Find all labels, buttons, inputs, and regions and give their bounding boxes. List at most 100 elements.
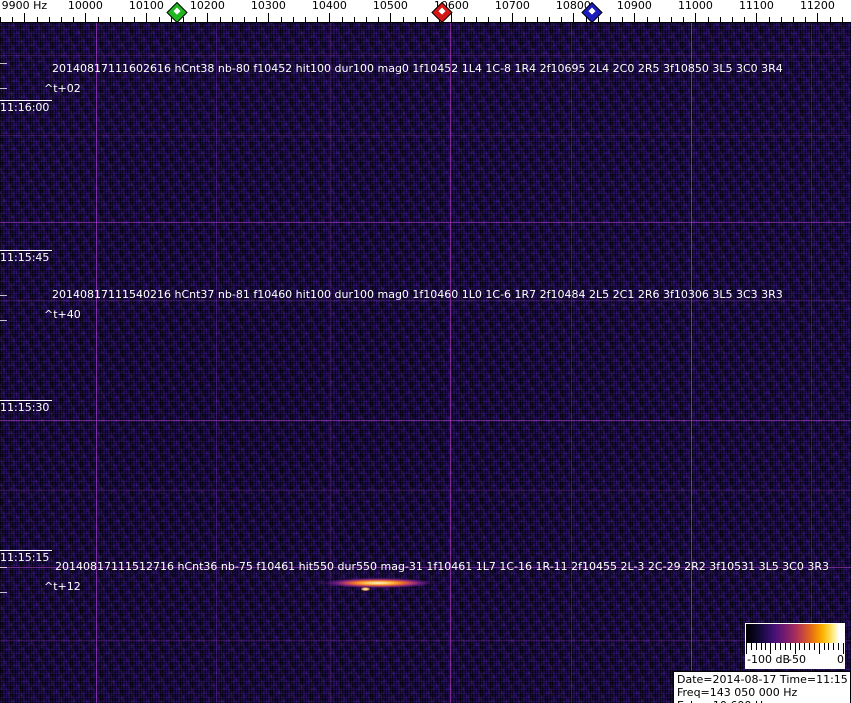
marker-center xyxy=(588,7,596,15)
colorbar-tick-label: -50 xyxy=(788,653,806,666)
blip-marker xyxy=(361,587,370,591)
horizontal-grid-line xyxy=(0,222,851,223)
vertical-grid-line xyxy=(691,23,692,703)
freq-minor-tick xyxy=(244,17,245,23)
hit-time-offset-marker: ^t+40 xyxy=(44,308,81,321)
freq-minor-tick xyxy=(830,17,831,23)
left-edge-tick xyxy=(0,295,7,296)
freq-tick-label: 10800 xyxy=(555,0,591,12)
colorbar-major-tick xyxy=(795,643,796,654)
vertical-grid-line xyxy=(811,23,812,703)
hit-record-text: 20140817111540216 hCnt37 nb-81 f10460 hi… xyxy=(52,288,783,301)
colorbar-minor-tick xyxy=(775,643,776,650)
freq-tick-label: 10200 xyxy=(189,0,225,12)
freq-major-tick xyxy=(756,13,757,23)
info-echo: Echo=10 600 Hz xyxy=(677,699,847,703)
freq-minor-tick xyxy=(500,17,501,23)
freq-tick-label: 9900 Hz xyxy=(1,0,48,12)
freq-minor-tick xyxy=(256,17,257,23)
colorbar-ticks xyxy=(746,643,844,654)
colorbar-major-tick xyxy=(843,643,844,654)
colorbar-minor-tick xyxy=(790,643,791,650)
time-label: 11:15:15 xyxy=(0,550,52,564)
freq-minor-tick xyxy=(366,17,367,23)
horizontal-grid-line xyxy=(0,300,851,301)
freq-tick-label: 10400 xyxy=(311,0,347,12)
hit-record-text: 20140817111602616 hCnt38 nb-80 f10452 hi… xyxy=(52,62,783,75)
colorbar-minor-tick xyxy=(751,643,752,650)
freq-minor-tick xyxy=(281,17,282,23)
freq-minor-tick xyxy=(793,17,794,23)
freq-minor-tick xyxy=(683,17,684,23)
left-edge-tick xyxy=(0,88,7,89)
colorbar-minor-tick xyxy=(809,643,810,650)
freq-minor-tick xyxy=(159,17,160,23)
vertical-grid-line xyxy=(96,23,97,703)
freq-tick-label: 10600 xyxy=(433,0,469,12)
freq-tick-label: 11000 xyxy=(677,0,713,12)
frequency-tick-labels: 9900 Hz 10000 10100 10200 10300 10400 10500 106… xyxy=(0,0,851,14)
freq-major-tick xyxy=(451,13,452,23)
freq-minor-tick xyxy=(549,17,550,23)
freq-tick-label: 11100 xyxy=(738,0,774,12)
horizontal-grid-line xyxy=(0,420,851,421)
freq-minor-tick xyxy=(476,17,477,23)
freq-minor-tick xyxy=(293,17,294,23)
info-date-time: Date=2014-08-17 Time=11:15 UTC xyxy=(677,673,851,686)
freq-minor-tick xyxy=(354,17,355,23)
colorbar-minor-tick xyxy=(785,643,786,650)
freq-minor-tick xyxy=(134,17,135,23)
marker-center xyxy=(173,7,181,15)
freq-minor-tick xyxy=(561,17,562,23)
vertical-grid-line xyxy=(450,23,451,703)
freq-minor-tick xyxy=(195,17,196,23)
freq-minor-tick xyxy=(122,17,123,23)
left-edge-tick xyxy=(0,567,7,568)
freq-minor-tick xyxy=(647,17,648,23)
frequency-axis[interactable]: 9900 Hz 10000 10100 10200 10300 10400 10500 106… xyxy=(0,0,851,23)
freq-minor-tick xyxy=(73,17,74,23)
freq-minor-tick xyxy=(49,17,50,23)
time-label-text: 11:15:15 xyxy=(0,551,50,564)
freq-tick-label: 11200 xyxy=(799,0,835,12)
freq-major-tick xyxy=(573,13,574,23)
freq-minor-tick xyxy=(769,17,770,23)
freq-major-tick xyxy=(329,13,330,23)
freq-major-tick xyxy=(268,13,269,23)
hit-time-offset-marker: ^t+02 xyxy=(44,82,81,95)
left-edge-tick xyxy=(0,592,7,593)
echo-core xyxy=(322,578,430,588)
freq-minor-tick xyxy=(525,17,526,23)
freq-minor-tick xyxy=(0,17,1,23)
freq-minor-tick xyxy=(732,17,733,23)
freq-minor-tick xyxy=(317,17,318,23)
freq-major-tick xyxy=(146,13,147,23)
meteor-echo-trace xyxy=(293,578,459,588)
marker-center xyxy=(438,7,446,15)
time-label-text: 11:15:45 xyxy=(0,251,50,264)
freq-minor-tick xyxy=(671,17,672,23)
freq-minor-tick xyxy=(610,17,611,23)
freq-major-tick xyxy=(695,13,696,23)
time-label-text: 11:16:00 xyxy=(0,101,50,114)
freq-tick-label: 10900 xyxy=(616,0,652,12)
freq-minor-tick xyxy=(220,17,221,23)
colorbar-minor-tick xyxy=(804,643,805,650)
freq-minor-tick xyxy=(708,17,709,23)
colorbar-gradient xyxy=(746,624,844,643)
freq-tick-label: 10000 xyxy=(67,0,103,12)
colorbar-legend: -100 dB -50 0 xyxy=(745,623,845,669)
freq-minor-tick xyxy=(342,17,343,23)
noise-floor-texture xyxy=(0,23,851,703)
freq-minor-tick xyxy=(98,17,99,23)
time-label-rule xyxy=(0,250,52,251)
freq-minor-tick xyxy=(305,17,306,23)
hit-time-offset-marker: ^t+12 xyxy=(44,580,81,593)
frequency-tick-marks xyxy=(0,13,851,23)
freq-minor-tick xyxy=(744,17,745,23)
waterfall-display[interactable]: 20140817111602616 hCnt38 nb-80 f10452 hi… xyxy=(0,23,851,703)
freq-minor-tick xyxy=(805,17,806,23)
colorbar-minor-tick xyxy=(833,643,834,650)
freq-minor-tick xyxy=(659,17,660,23)
freq-minor-tick xyxy=(488,17,489,23)
